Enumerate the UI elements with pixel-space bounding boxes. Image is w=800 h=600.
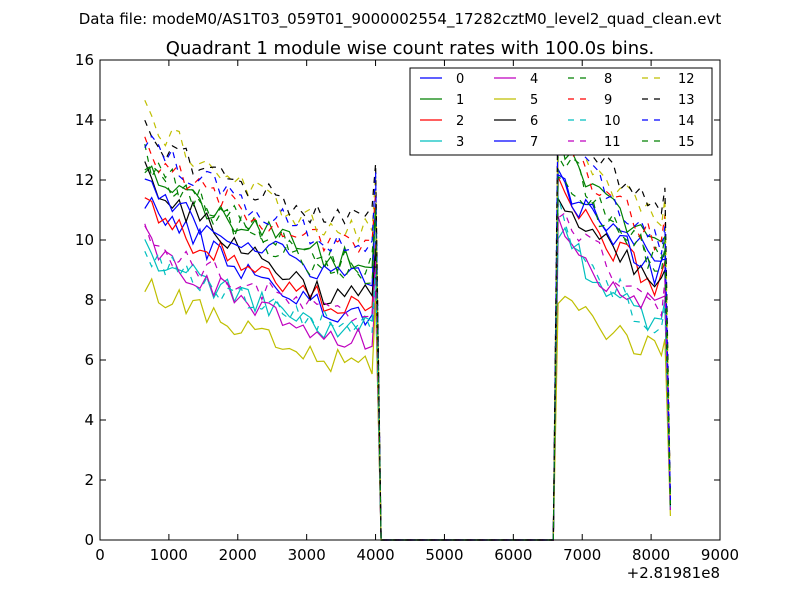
series-line-12: [144, 100, 671, 541]
y-tick-label: 12: [75, 171, 94, 189]
series-line-1: [144, 125, 671, 541]
legend-label-0: 0: [456, 72, 464, 87]
series-line-5: [144, 277, 671, 541]
suptitle: Data file: modeM0/AS1T03_059T01_90000025…: [79, 10, 722, 29]
y-tick-label: 8: [84, 291, 94, 309]
series-line-7: [144, 169, 671, 541]
x-tick-label: 4000: [356, 546, 394, 564]
y-tick-label: 0: [84, 531, 94, 549]
x-tick-label: 1000: [150, 546, 188, 564]
legend-label-9: 9: [604, 93, 612, 108]
x-tick-label: 2000: [219, 546, 257, 564]
legend-label-12: 12: [678, 72, 695, 87]
series-line-0: [144, 173, 671, 541]
legend-label-10: 10: [604, 114, 621, 129]
legend-label-2: 2: [456, 114, 464, 129]
y-tick-label: 14: [75, 111, 94, 129]
series-line-11: [144, 211, 671, 541]
series-line-2: [144, 176, 671, 541]
legend-label-3: 3: [456, 135, 464, 150]
x-offset-label: +2.81981e8: [627, 564, 720, 582]
plot-frame: [99, 59, 721, 541]
series-line-13: [144, 88, 671, 541]
axis-ticks: 0 1000 2000 3000 4000 5000 6000 7000 8000 9000 0 2 4…: [75, 51, 739, 564]
y-tick-label: 2: [84, 471, 94, 489]
y-tick-label: 4: [84, 411, 94, 429]
legend-label-4: 4: [530, 72, 538, 87]
legend-label-8: 8: [604, 72, 612, 87]
series-line-4: [144, 216, 671, 541]
series-line-6: [144, 161, 671, 541]
series-line-14: [144, 106, 671, 541]
legend-label-6: 6: [530, 114, 538, 129]
y-tick-label: 6: [84, 351, 94, 369]
y-tick-label: 16: [75, 51, 94, 69]
series-line-15: [144, 164, 671, 541]
chart-title: Quadrant 1 module wise count rates with …: [166, 38, 655, 59]
legend-label-11: 11: [604, 135, 621, 150]
x-tick-label: 5000: [425, 546, 463, 564]
legend-label-13: 13: [678, 93, 695, 108]
legend-label-7: 7: [530, 135, 538, 150]
legend-label-15: 15: [678, 135, 695, 150]
series-line-8: [144, 143, 671, 541]
legend-frame: [409, 67, 713, 156]
legend-label-14: 14: [678, 114, 695, 129]
x-tick-label: 6000: [494, 546, 532, 564]
x-tick-label: 0: [95, 546, 105, 564]
x-tick-label: 3000: [288, 546, 326, 564]
legend-label-5: 5: [530, 93, 538, 108]
x-tick-label: 8000: [632, 546, 670, 564]
x-tick-label: 9000: [701, 546, 739, 564]
plot-lines: [144, 88, 671, 541]
legend-label-1: 1: [456, 93, 464, 108]
x-tick-label: 7000: [563, 546, 601, 564]
series-line-10: [144, 196, 671, 541]
y-tick-label: 10: [75, 231, 94, 249]
